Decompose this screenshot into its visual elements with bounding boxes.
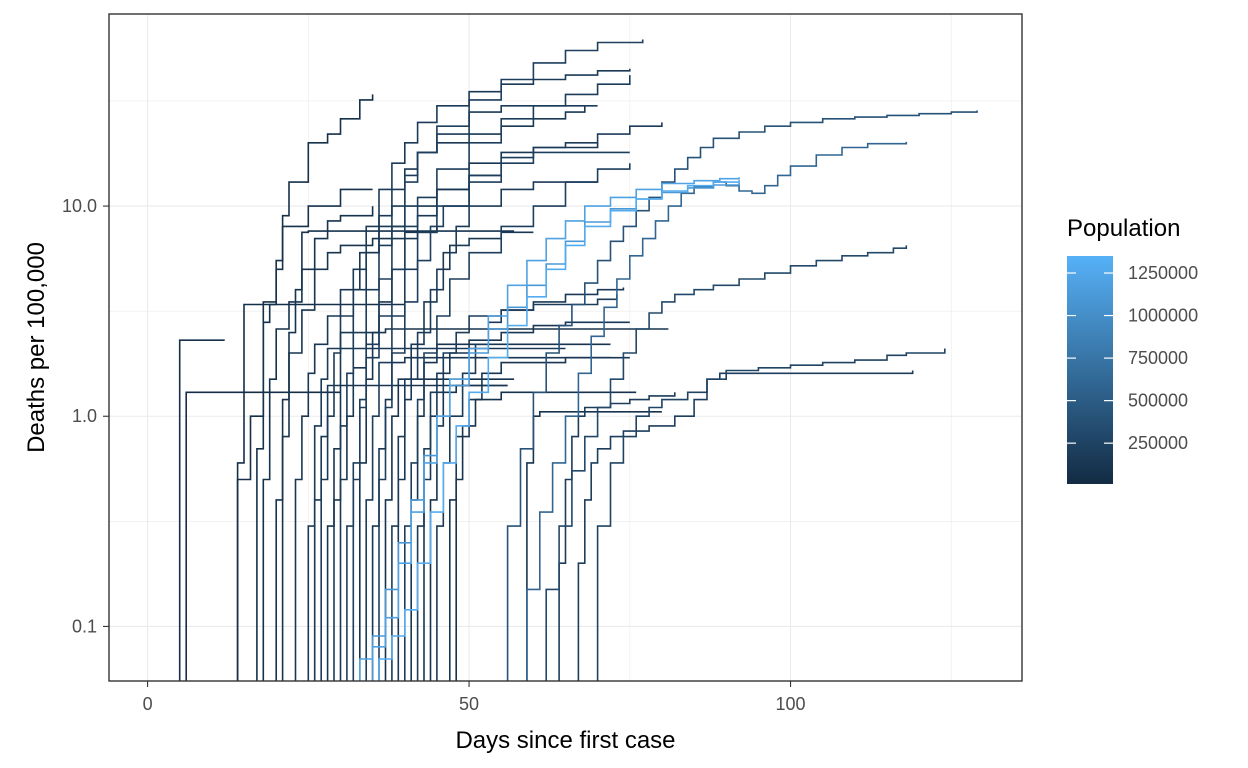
x-tick-label: 50 [459,694,479,714]
x-axis: 0 50 100 [143,681,806,714]
plot-border [108,13,1023,682]
series-line-39 [596,348,946,681]
series-line-20 [378,151,630,681]
plot-background [109,14,1022,681]
y-axis: 0.1 1.0 10.0 [62,196,109,636]
y-tick-label: 1.0 [72,406,97,426]
legend-tick-label: 1000000 [1128,306,1198,326]
legend-tick-label: 250000 [1128,433,1188,453]
y-tick-label: 0.1 [72,616,97,636]
legend-title: Population [1067,215,1180,242]
series-line-2 [236,94,374,681]
series-line-24 [404,163,631,681]
series-line-16 [352,39,644,681]
series-line-5 [262,206,374,681]
series-line-32 [359,177,740,681]
legend-tick-label: 750000 [1128,348,1188,368]
series-line-41 [526,411,662,681]
plot-panel [109,14,1022,681]
y-axis-title: Deaths per 100,000 [23,242,50,453]
series-line-30 [449,356,611,681]
series-line-40 [558,392,676,681]
series-line-35 [506,110,978,681]
series-line-6 [275,230,515,681]
legend-tick-label: 500000 [1128,391,1188,411]
legend-colorbar [1067,256,1113,484]
x-tick-label: 0 [143,694,153,714]
series-line-22 [391,181,598,681]
y-tick-label: 10.0 [62,196,97,216]
series-line-37 [545,245,908,681]
series-line-38 [577,370,914,681]
series-line-9 [307,347,566,681]
x-axis-title: Days since first case [455,727,675,754]
series-line-36 [526,141,908,681]
series-line-4 [256,188,373,681]
series-line-11 [320,68,631,681]
x-tick-label: 100 [776,694,806,714]
legend-ticks: 250000 500000 750000 1000000 1250000 [1067,263,1198,453]
series-line-18 [365,122,663,681]
legend-tick-label: 1250000 [1128,263,1198,283]
series-line-0 [178,339,225,681]
series-lines [178,39,978,681]
series-line-33 [378,180,740,681]
legend: Population 250000 500000 750000 1000000 1250… [1067,215,1198,484]
